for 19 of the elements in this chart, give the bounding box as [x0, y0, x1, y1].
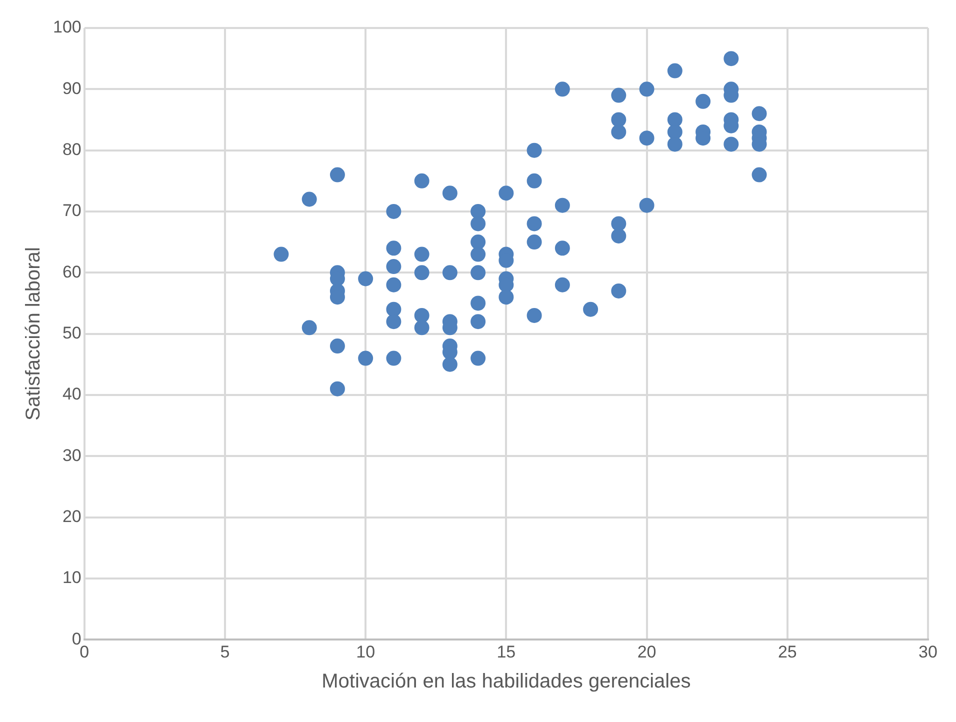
y-tick-label: 30 — [62, 446, 82, 465]
y-tick-label: 70 — [62, 201, 82, 220]
y-tick-label: 60 — [62, 262, 82, 282]
y-tick-label: 20 — [62, 506, 82, 526]
y-tick-label: 80 — [62, 140, 82, 160]
x-axis-title: Motivación en las habilidades gerenciales — [322, 670, 691, 693]
x-tick-label: 30 — [918, 642, 938, 662]
y-tick-label: 0 — [72, 629, 82, 648]
y-tick-label: 100 — [52, 18, 82, 37]
x-tick-label: 25 — [778, 642, 797, 662]
x-tick-label: 5 — [220, 642, 230, 662]
x-tick-label: 20 — [637, 642, 656, 662]
x-tick-label: 15 — [496, 642, 516, 662]
y-tick-label: 50 — [62, 323, 82, 342]
y-axis-title: Satisfacción laboral — [22, 247, 45, 421]
y-tick-label: 10 — [62, 568, 82, 588]
y-tick-label: 90 — [62, 78, 82, 98]
y-tick-label: 40 — [62, 384, 82, 404]
x-tick-label: 10 — [356, 642, 376, 662]
